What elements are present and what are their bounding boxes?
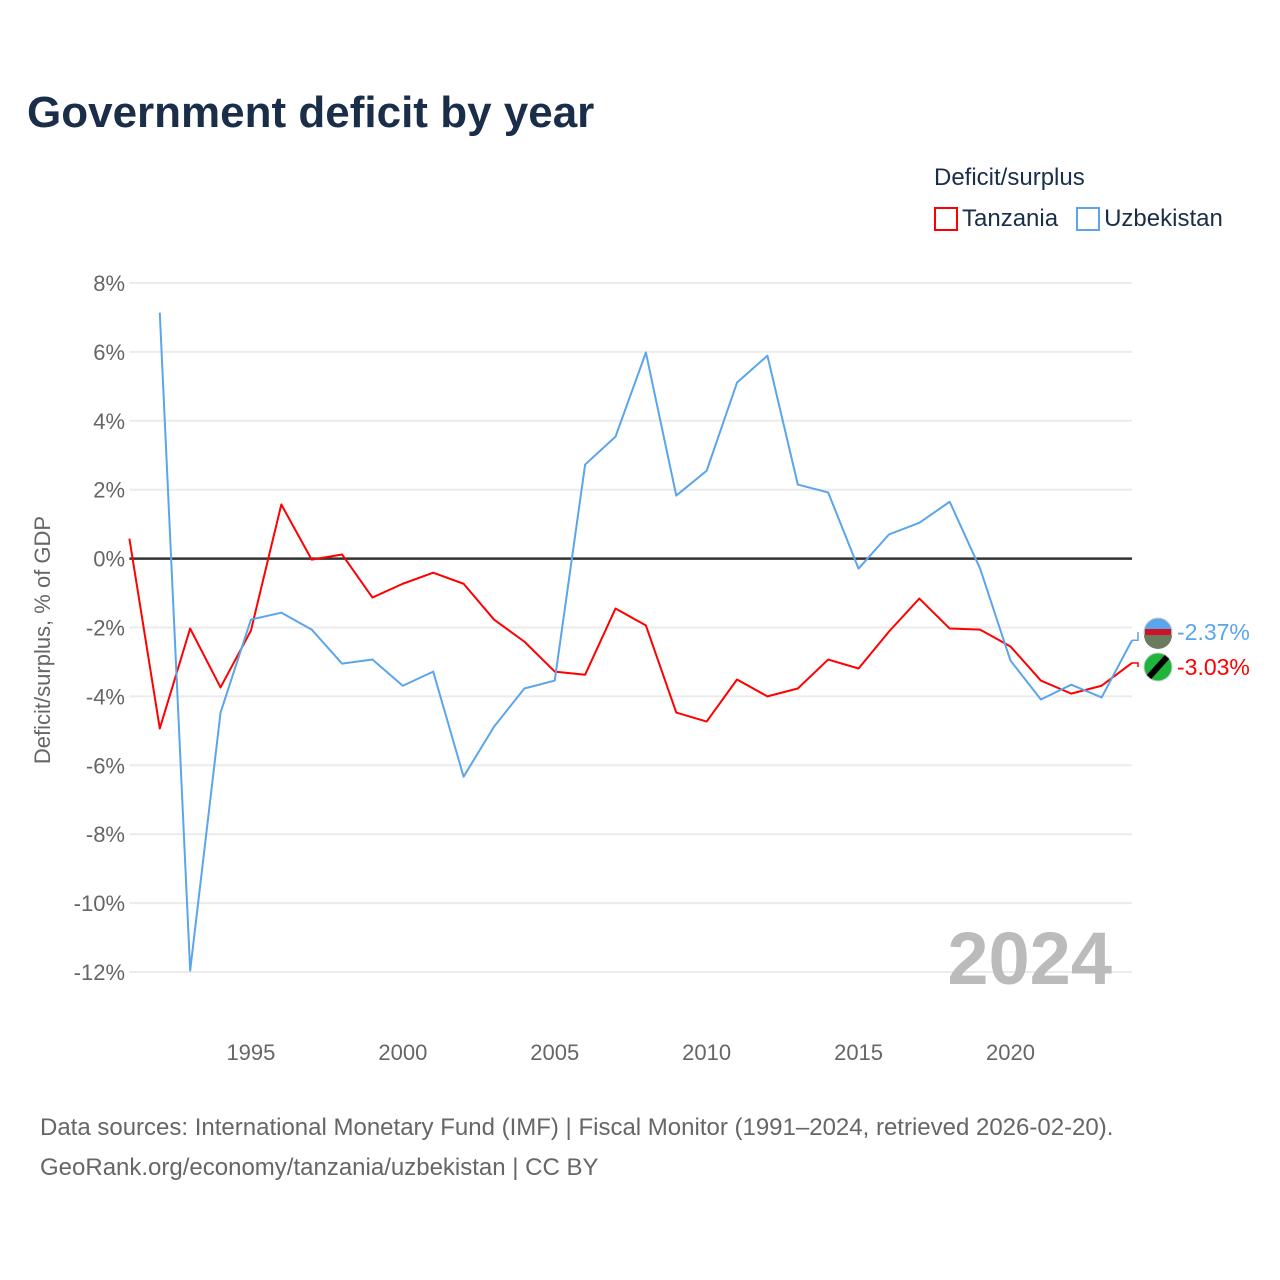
end-connector-uzbekistan [1132,632,1139,641]
legend-title: Deficit/surplus [934,164,1085,191]
y-tick-label: -12% [74,960,125,985]
y-tick-label: 0% [93,547,125,572]
flag-stripe [1145,629,1171,635]
y-tick-label: 4% [93,409,125,434]
legend-label-tanzania: Tanzania [962,205,1059,232]
x-tick-label: 2020 [986,1040,1035,1065]
y-tick-label: -8% [86,822,125,847]
attribution: GeoRank.org/economy/tanzania/uzbekistan … [40,1154,599,1181]
y-tick-label: 2% [93,478,125,503]
series-line-tanzania [128,503,1133,730]
end-connector-tanzania [1132,662,1139,667]
legend-swatch-uzbekistan [1076,207,1101,231]
y-tick-label: -6% [86,753,125,778]
y-tick-label: -2% [86,616,125,641]
legend-swatch-tanzania [934,207,958,231]
flag-stripe [1144,635,1172,649]
x-tick-label: 2005 [530,1040,579,1065]
y-tick-label: 8% [93,271,125,296]
legend: Tanzania Uzbekistan [934,205,1223,233]
series-line-uzbekistan [158,312,1133,972]
legend-item-tanzania[interactable]: Tanzania [934,205,1058,233]
end-label-uzbekistan: -2.37% [1177,619,1250,645]
legend-item-uzbekistan[interactable]: Uzbekistan [1076,205,1223,233]
footer: Data sources: International Monetary Fun… [40,1108,1113,1188]
y-tick-label: -10% [74,891,125,916]
flag-stripe [1146,654,1170,680]
chart-title: Government deficit by year [27,88,595,137]
y-axis-label: Deficit/surplus, % of GDP [30,516,55,764]
x-tick-label: 1995 [226,1040,275,1065]
x-tick-label: 2015 [834,1040,883,1065]
year-watermark: 2024 [947,917,1112,1000]
source-note: Data sources: International Monetary Fun… [40,1114,1114,1141]
y-tick-label: 6% [93,340,125,365]
end-label-tanzania: -3.03% [1177,654,1250,680]
y-tick-label: -4% [86,684,125,709]
legend-label-uzbekistan: Uzbekistan [1104,205,1223,232]
x-tick-label: 2000 [378,1040,427,1065]
x-tick-label: 2010 [682,1040,731,1065]
